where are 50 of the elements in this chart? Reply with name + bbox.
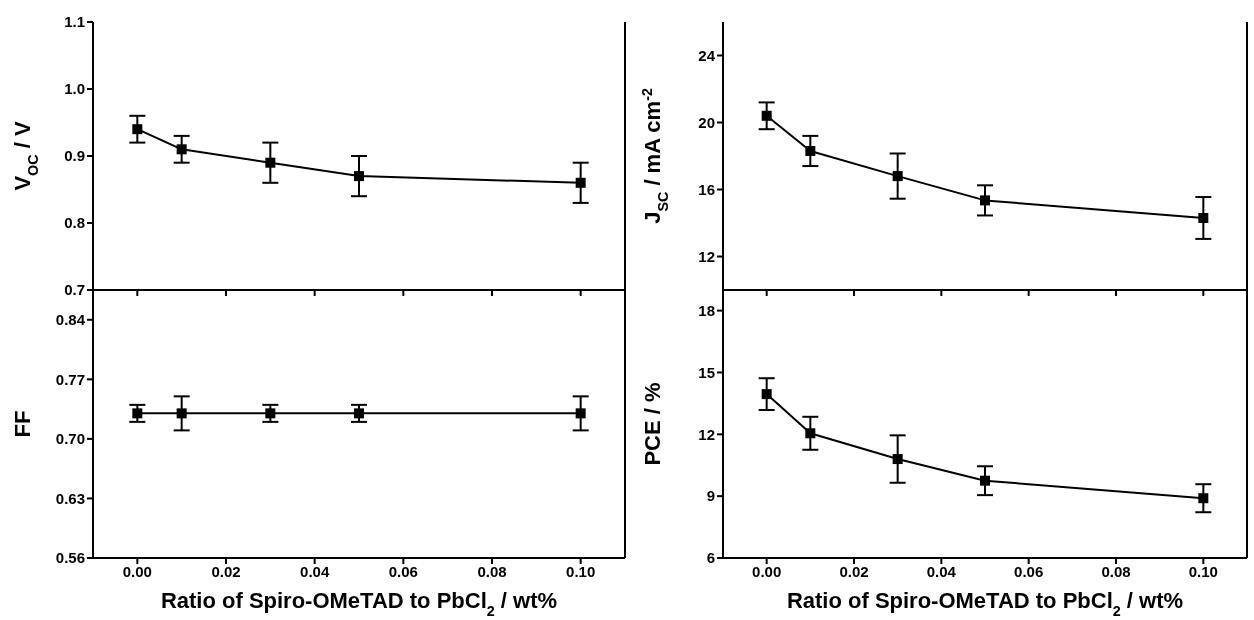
y-tick-label: 6 bbox=[706, 549, 715, 567]
point bbox=[354, 171, 364, 182]
x-tick-label: 0.06 bbox=[1014, 562, 1044, 580]
y-tick-label: 24 bbox=[698, 46, 716, 64]
x-tick-label: 0.08 bbox=[477, 562, 507, 580]
x-tick-label: 0.04 bbox=[300, 562, 330, 580]
x-tick-label: 0.06 bbox=[388, 562, 418, 580]
y-tick-label: 0.70 bbox=[55, 430, 85, 448]
point bbox=[176, 144, 187, 155]
x-tick-label: 0.02 bbox=[211, 562, 241, 580]
x-tick-label: 0.04 bbox=[926, 562, 957, 580]
point bbox=[892, 454, 903, 465]
y-tick-label: 18 bbox=[698, 301, 715, 319]
y-tick-label: 1.1 bbox=[64, 13, 85, 31]
point bbox=[132, 124, 143, 135]
point bbox=[575, 177, 586, 188]
x-tick-label: 0.00 bbox=[752, 562, 782, 580]
x-tick-label: 0.08 bbox=[1101, 562, 1131, 580]
point bbox=[892, 171, 903, 182]
y-tick-label: 0.77 bbox=[55, 370, 85, 388]
x-tick-label: 0.02 bbox=[839, 562, 869, 580]
point bbox=[761, 110, 772, 121]
y-tick-label: 12 bbox=[698, 425, 715, 443]
point bbox=[805, 145, 816, 156]
point bbox=[980, 475, 990, 486]
y-tick-label: 9 bbox=[706, 487, 715, 505]
y-tick-label: 0.56 bbox=[55, 549, 85, 567]
point bbox=[265, 157, 276, 168]
y-tick-label: 15 bbox=[698, 363, 715, 381]
y-tick-label: 0.7 bbox=[64, 281, 85, 299]
point bbox=[980, 195, 990, 206]
x-axis-title: Ratio of Spiro-OMeTAD to PbCl$_{2}$ / wt% bbox=[160, 588, 558, 619]
x-tick-label: 0.00 bbox=[122, 562, 152, 580]
x-axis-title: Ratio of Spiro-OMeTAD to PbCl$_{2}$ / wt% bbox=[786, 588, 1184, 619]
y-tick-label: 0.8 bbox=[64, 214, 85, 232]
y-axis-title: FF bbox=[10, 410, 35, 438]
point bbox=[1198, 493, 1209, 504]
point bbox=[761, 389, 772, 400]
y-tick-label: 12 bbox=[698, 247, 715, 265]
point bbox=[805, 428, 816, 439]
y-tick-label: 16 bbox=[698, 180, 715, 198]
y-tick-label: 0.9 bbox=[64, 147, 85, 165]
point bbox=[1198, 212, 1209, 223]
x-tick-label: 0.10 bbox=[566, 562, 596, 580]
y-tick-label: 20 bbox=[698, 113, 715, 131]
y-tick-label: 0.63 bbox=[55, 489, 85, 507]
y-tick-label: 0.84 bbox=[55, 311, 86, 329]
x-tick-label: 0.10 bbox=[1188, 562, 1218, 580]
y-axis-title: PCE / % bbox=[640, 382, 665, 466]
y-tick-label: 1.0 bbox=[64, 80, 85, 98]
